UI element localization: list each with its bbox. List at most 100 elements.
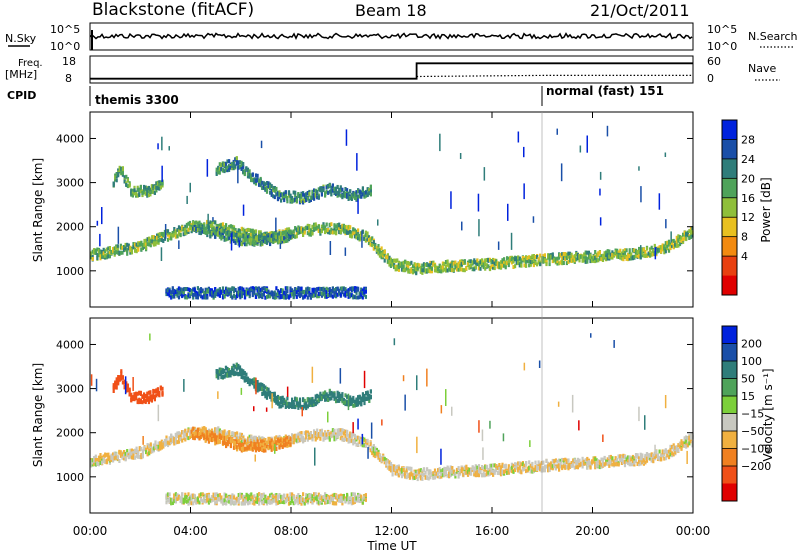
scatter-point <box>132 450 135 455</box>
scatter-point <box>352 231 355 236</box>
scatter-point <box>229 435 232 440</box>
scatter-point <box>248 378 251 383</box>
scatter-point <box>378 253 382 258</box>
scatter-point <box>258 436 261 441</box>
scatter-point <box>633 456 636 461</box>
scatter-point <box>388 258 391 263</box>
scatter-point <box>177 229 181 234</box>
scatter-point <box>512 259 515 264</box>
scatter-point <box>239 293 242 298</box>
scatter-point <box>259 382 262 387</box>
scatter-point <box>462 268 465 273</box>
scatter-point <box>258 178 261 183</box>
scatter-point <box>90 460 93 465</box>
scatter-point <box>313 226 316 231</box>
scatter-point <box>140 453 143 457</box>
scatter-point <box>247 288 250 293</box>
scatter-point <box>96 256 99 260</box>
scatter-point <box>159 232 162 237</box>
scatter-point <box>265 391 269 396</box>
scatter-point <box>283 290 286 295</box>
scatter-point <box>421 472 424 477</box>
scatter-point <box>195 227 198 231</box>
scatter-point <box>671 243 674 248</box>
scatter-point <box>498 471 501 476</box>
scatter-point <box>283 198 286 203</box>
scatter-point <box>521 462 524 467</box>
scatter-point <box>240 242 243 247</box>
scatter-point <box>460 469 463 473</box>
scatter-point <box>236 436 239 441</box>
scatter-point <box>209 288 212 293</box>
scatter-point <box>225 231 228 236</box>
scatter-point <box>115 172 118 177</box>
scatter-streak <box>523 183 525 200</box>
scatter-point <box>600 257 603 262</box>
scatter-point <box>217 429 220 434</box>
scatter-point <box>223 169 226 174</box>
scatter-point <box>261 436 264 441</box>
scatter-point <box>303 431 306 436</box>
scatter-point <box>616 254 619 259</box>
scatter-point <box>558 261 561 266</box>
scatter-point <box>422 467 426 472</box>
scatter-point <box>349 431 352 436</box>
scatter-point <box>240 286 243 291</box>
scatter-point <box>558 252 561 257</box>
scatter-point <box>346 230 349 235</box>
scatter-point <box>597 253 600 257</box>
scatter-point <box>223 162 226 167</box>
scatter-point <box>344 187 347 191</box>
scatter-point <box>451 469 454 474</box>
scatter-point <box>243 289 247 294</box>
scatter-point <box>256 178 259 183</box>
scatter-point <box>306 286 309 291</box>
scatter-point <box>620 457 623 462</box>
scatter-point <box>124 246 127 251</box>
scatter-point <box>539 253 542 258</box>
scatter-point <box>232 363 235 368</box>
scatter-point <box>240 167 243 171</box>
scatter-point <box>380 456 383 461</box>
scatter-point <box>192 293 195 298</box>
scatter-point <box>441 268 444 273</box>
scatter-point <box>286 199 289 204</box>
scatter-point <box>322 286 325 291</box>
scatter-point <box>342 398 345 402</box>
scatter-point <box>251 293 254 298</box>
scatter-point <box>114 177 117 182</box>
freq-right-tick-top: 60 <box>707 55 721 68</box>
scatter-point <box>600 462 603 467</box>
scatter-point <box>465 470 468 475</box>
scatter-point <box>339 188 342 192</box>
scatter-point <box>192 221 195 226</box>
scatter-point <box>377 251 380 256</box>
scatter-point <box>190 224 193 229</box>
scatter-point <box>188 226 192 230</box>
scatter-point <box>482 466 485 471</box>
scatter-point <box>352 403 355 408</box>
scatter-point <box>166 443 170 448</box>
scatter-point <box>677 238 680 243</box>
scatter-point <box>650 453 653 457</box>
scatter-point <box>565 256 568 261</box>
scatter-point <box>543 468 546 473</box>
scatter-point <box>324 287 327 292</box>
scatter-point <box>338 222 341 227</box>
power-scatter <box>90 125 694 300</box>
scatter-point <box>429 263 432 268</box>
scatter-point <box>281 193 284 198</box>
scatter-point <box>575 461 578 466</box>
scatter-point <box>272 186 275 191</box>
scatter-point <box>232 368 235 373</box>
scatter-point <box>162 239 165 243</box>
scatter-point <box>509 468 512 473</box>
scatter-point <box>347 194 350 199</box>
scatter-point <box>94 462 97 467</box>
scatter-point <box>281 239 284 244</box>
scatter-streak <box>157 143 159 150</box>
scatter-point <box>232 286 236 291</box>
scatter-point <box>286 234 289 238</box>
scatter-point <box>303 437 306 442</box>
scatter-point <box>598 465 601 470</box>
